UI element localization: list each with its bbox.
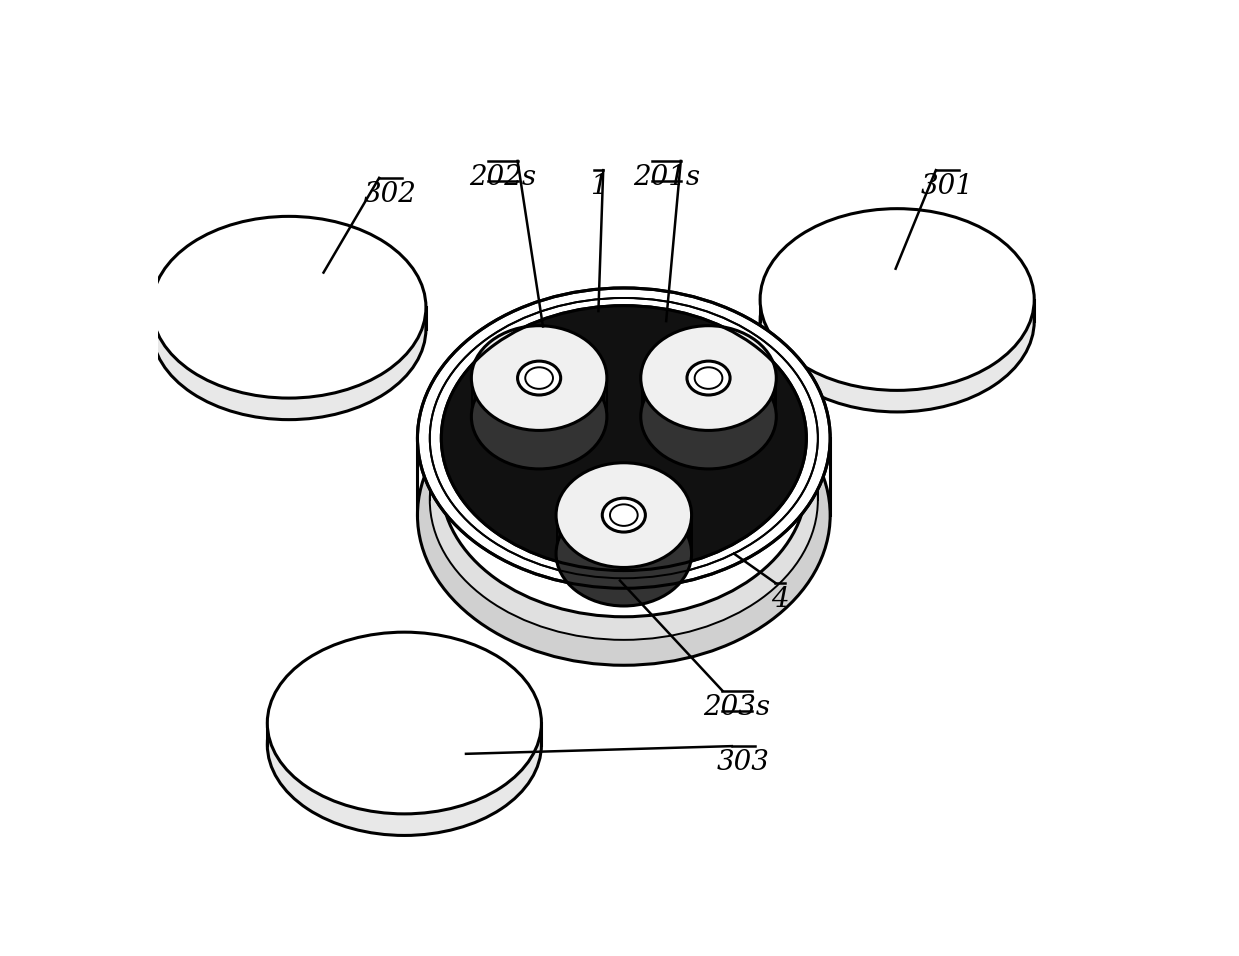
Ellipse shape [441, 306, 807, 571]
Ellipse shape [430, 359, 818, 640]
Ellipse shape [641, 364, 777, 469]
Ellipse shape [471, 364, 607, 469]
Ellipse shape [760, 208, 1035, 390]
Ellipse shape [268, 632, 541, 814]
Text: 201s: 201s [633, 164, 700, 191]
Ellipse shape [641, 326, 777, 430]
Ellipse shape [418, 288, 830, 588]
Ellipse shape [441, 352, 807, 617]
Ellipse shape [602, 498, 646, 532]
Ellipse shape [760, 230, 1035, 412]
Ellipse shape [268, 654, 541, 836]
Ellipse shape [556, 463, 691, 568]
Text: 4: 4 [772, 586, 789, 613]
Text: 202s: 202s [470, 164, 536, 191]
Text: 302: 302 [364, 181, 418, 208]
Ellipse shape [418, 365, 830, 665]
Ellipse shape [556, 501, 691, 606]
Text: 1: 1 [590, 173, 607, 200]
Ellipse shape [518, 361, 561, 395]
Text: 203s: 203s [704, 694, 771, 721]
Text: 301: 301 [921, 173, 974, 200]
Ellipse shape [471, 326, 607, 430]
Ellipse shape [686, 361, 730, 395]
Ellipse shape [441, 306, 807, 571]
Ellipse shape [152, 216, 426, 398]
Text: 303: 303 [716, 750, 769, 776]
Ellipse shape [152, 238, 426, 420]
